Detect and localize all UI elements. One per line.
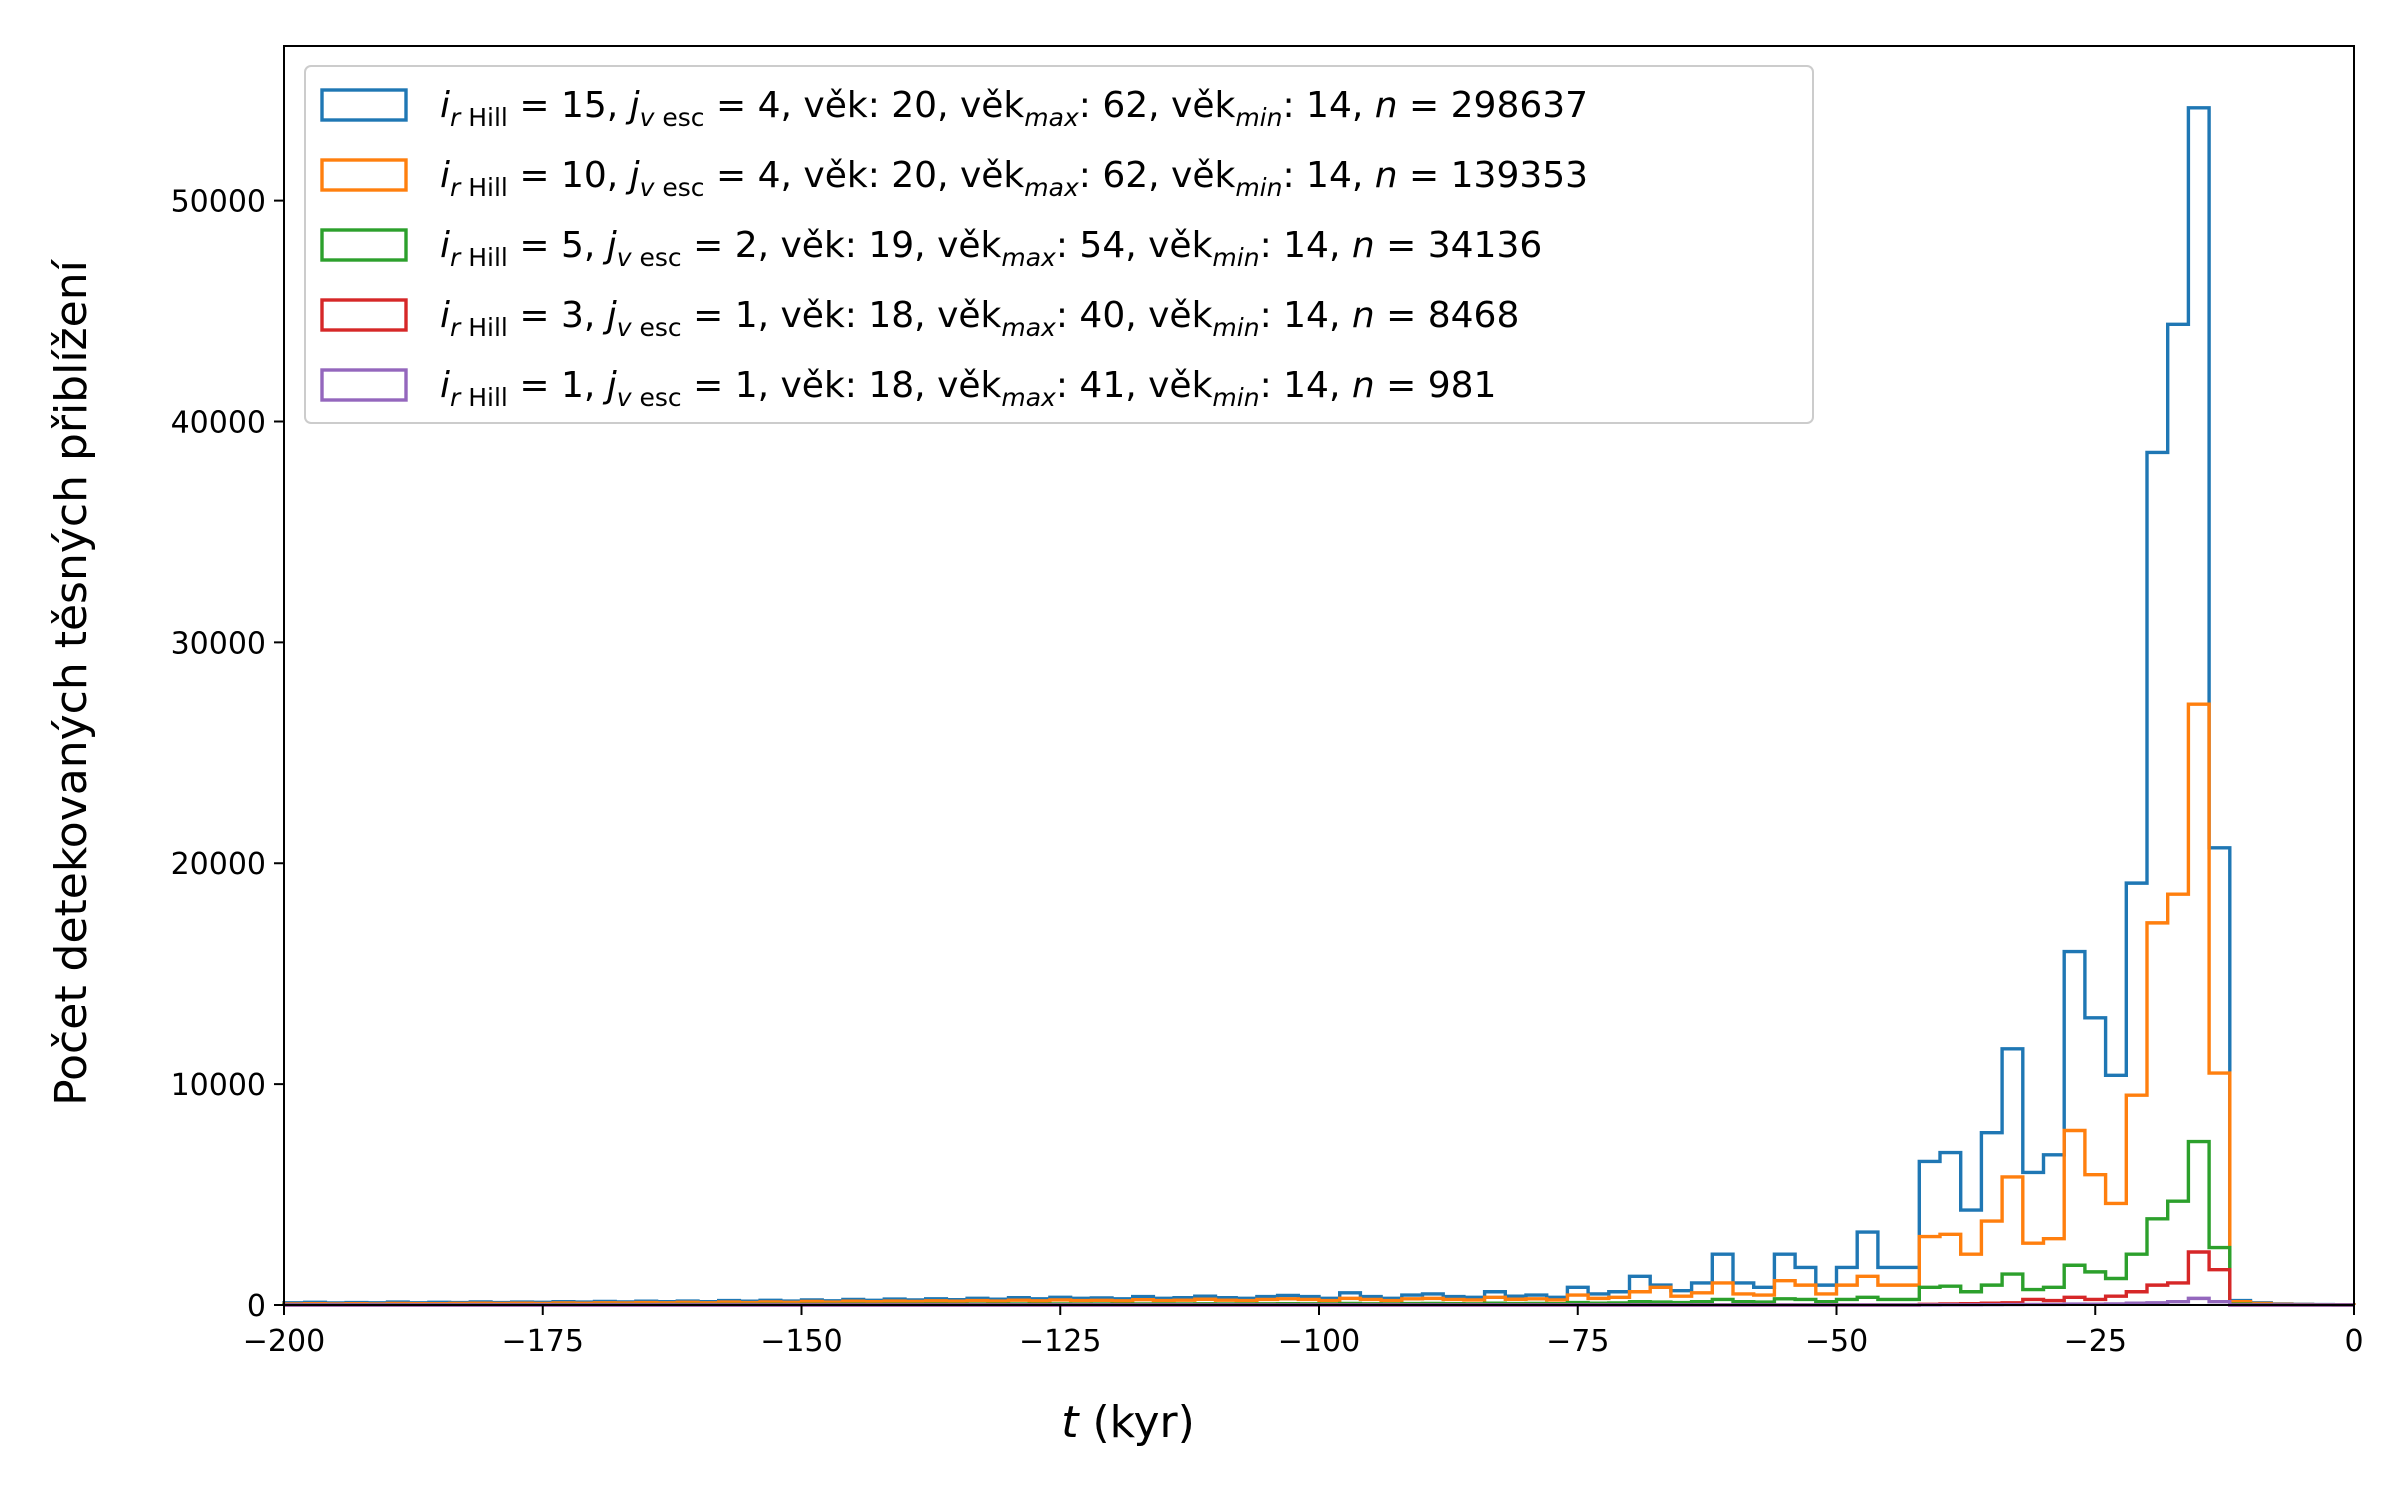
x-axis-unit: (kyr) (1078, 1397, 1194, 1448)
x-tick-label: −75 (1546, 1324, 1609, 1359)
y-tick-label: 30000 (171, 626, 266, 661)
axes-layer: −200 −175 −150 −125 −100 −75 −50 −25 0 0 10000 2000… (171, 45, 2364, 1359)
x-tick-label: −175 (502, 1324, 584, 1359)
legend-swatch (320, 368, 408, 402)
legend: ir Hill = 15, jv esc = 4, věk: 20, věkma… (304, 65, 1814, 424)
x-tick-label: −150 (760, 1324, 842, 1359)
legend-entry: ir Hill = 3, jv esc = 1, věk: 18, věkmax… (440, 295, 1519, 342)
y-tick-label: 0 (247, 1289, 266, 1324)
legend-entry: ir Hill = 1, jv esc = 1, věk: 18, věkmax… (440, 365, 1496, 412)
x-tick-label: 0 (2344, 1324, 2363, 1359)
y-tick-label: 20000 (171, 847, 266, 882)
x-tick-label: −100 (1278, 1324, 1360, 1359)
x-axis-var: t (1061, 1397, 1080, 1448)
legend-swatch (320, 298, 408, 332)
x-tick-label: −25 (2064, 1324, 2127, 1359)
legend-swatch (320, 158, 408, 192)
y-tick-label: 50000 (171, 185, 266, 220)
x-tick-label: −200 (243, 1324, 325, 1359)
legend-box (304, 65, 1814, 424)
y-axis-label: Počet detekovaných těsných přiblížení (46, 258, 97, 1105)
x-tick-label: −125 (1019, 1324, 1101, 1359)
legend-entry: ir Hill = 5, jv esc = 2, věk: 19, věkmax… (440, 225, 1542, 272)
legend-swatch (320, 88, 408, 122)
x-axis-label: t (kyr) (1061, 1397, 1195, 1448)
legend-entry: ir Hill = 15, jv esc = 4, věk: 20, věkma… (440, 85, 1588, 132)
x-tick-label: −50 (1805, 1324, 1868, 1359)
y-tick-label: 10000 (171, 1068, 266, 1103)
y-tick-label: 40000 (171, 405, 266, 440)
legend-entry: ir Hill = 10, jv esc = 4, věk: 20, věkma… (440, 155, 1588, 202)
legend-swatch (320, 228, 408, 262)
